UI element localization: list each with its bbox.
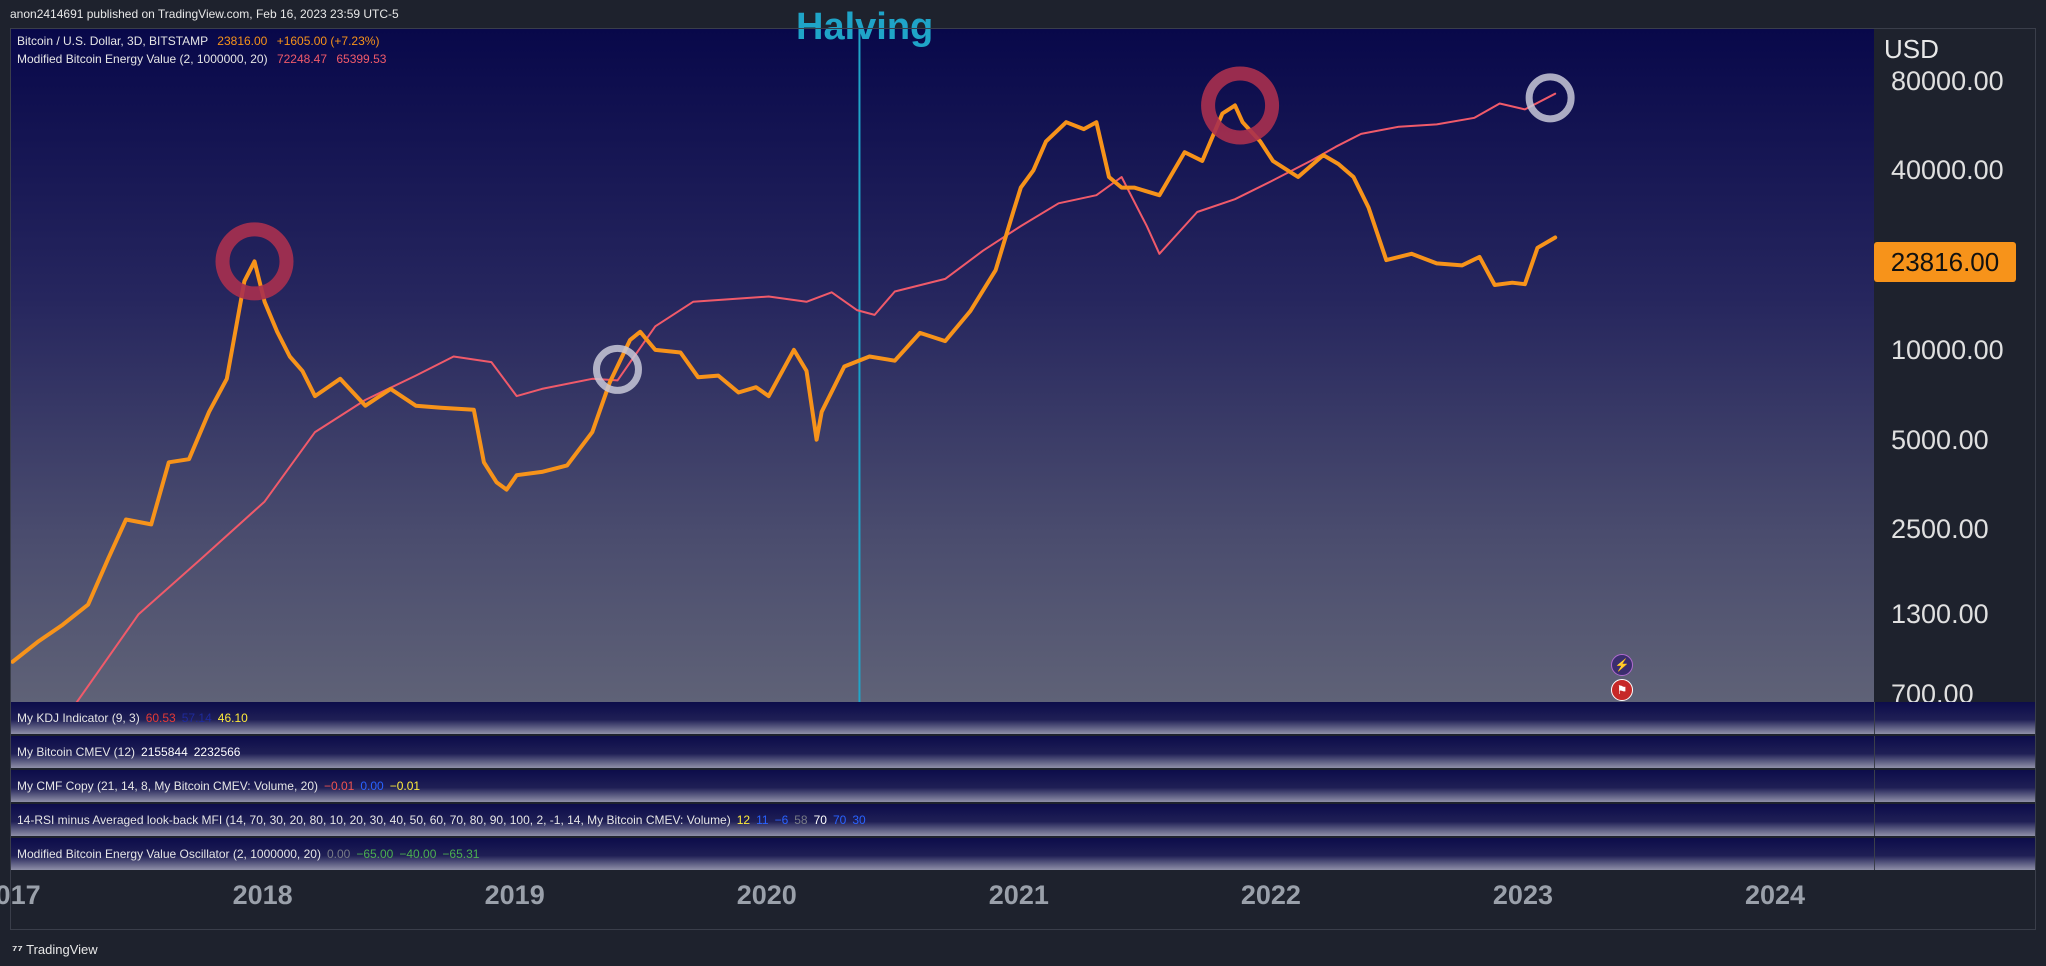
indicator-value: 60.53 <box>145 711 176 725</box>
indicator-value: 58 <box>794 813 808 827</box>
legend-price-change: +1605.00 (+7.23%) <box>276 34 380 48</box>
pane-axis-separator <box>1874 736 1875 768</box>
legend-energy-label: Modified Bitcoin Energy Value (2, 100000… <box>17 52 268 66</box>
price-tick-label: 80000.00 <box>1891 65 2004 96</box>
indicator-pane[interactable]: 14-RSI minus Averaged look-back MFI (14,… <box>10 804 2036 836</box>
tradingview-brand: TradingView <box>26 942 98 957</box>
top-highlight-circle-0 <box>215 222 294 301</box>
time-tick-label: 2021 <box>988 880 1049 910</box>
pane-axis-separator <box>1874 702 1875 734</box>
legend-price-value: 23816.00 <box>217 34 268 48</box>
publish-info: anon2414691 published on TradingView.com… <box>10 7 399 21</box>
price-line <box>10 103 1558 664</box>
last-price-tag: 23816.00 <box>1874 242 2016 282</box>
chart-frame <box>10 28 2036 930</box>
indicator-legend[interactable]: My Bitcoin CMEV (12) 2155844 2232566 <box>17 745 240 759</box>
indicator-label: My CMF Copy (21, 14, 8, My Bitcoin CMEV:… <box>17 779 318 793</box>
legend-price-label: Bitcoin / U.S. Dollar, 3D, BITSTAMP <box>17 34 208 48</box>
indicator-value: −0.01 <box>389 779 421 793</box>
price-tick-label: 10000.00 <box>1891 334 2004 365</box>
indicator-value: 2155844 <box>141 745 188 759</box>
price-tick-label: 5000.00 <box>1891 424 1989 455</box>
lightning-icon[interactable]: ⚡ <box>1611 654 1633 676</box>
indicator-value: 11 <box>756 813 769 827</box>
indicator-value: 70 <box>813 813 827 827</box>
legend-energy[interactable]: Modified Bitcoin Energy Value (2, 100000… <box>17 52 386 66</box>
indicator-legend[interactable]: 14-RSI minus Averaged look-back MFI (14,… <box>17 813 866 827</box>
time-tick-label: 2024 <box>1744 880 1806 910</box>
legend-price[interactable]: Bitcoin / U.S. Dollar, 3D, BITSTAMP 2381… <box>17 34 379 48</box>
time-tick-label: 2022 <box>1240 880 1301 910</box>
price-tick-label: 2500.00 <box>1891 514 1989 545</box>
main-chart-pane[interactable] <box>10 28 1874 702</box>
price-axis[interactable] <box>1874 28 2036 702</box>
indicator-pane[interactable]: My Bitcoin CMEV (12) 2155844 2232566 <box>10 736 2036 768</box>
pane-axis-separator <box>1874 804 1875 836</box>
top-highlight-circle-2 <box>1201 66 1280 145</box>
tradingview-logo[interactable]: ⁷⁷ TradingView <box>12 942 98 957</box>
price-tick-label: 1300.00 <box>1891 599 1989 630</box>
time-tick-label: 2023 <box>1492 880 1553 910</box>
indicator-value: 2232566 <box>193 745 241 759</box>
publish-bar: anon2414691 published on TradingView.com… <box>0 0 2046 28</box>
indicator-value: −65.00 <box>356 847 394 861</box>
us-flag-icon[interactable]: ⚑ <box>1611 679 1633 701</box>
price-tick-label: 40000.00 <box>1891 155 2004 186</box>
bottom-highlight-circle-3 <box>1525 73 1575 123</box>
indicator-legend[interactable]: Modified Bitcoin Energy Value Oscillator… <box>17 847 479 861</box>
currency-label[interactable]: USD <box>1884 34 1939 64</box>
indicator-value: −40.00 <box>399 847 437 861</box>
pane-axis-separator <box>1874 770 1875 802</box>
legend-energy-value-2: 65399.53 <box>336 52 387 66</box>
indicator-label: My KDJ Indicator (9, 3) <box>17 711 140 725</box>
time-tick-label: 2018 <box>232 880 293 910</box>
indicator-value: 70 <box>832 813 847 827</box>
time-tick-label: 2019 <box>484 880 545 910</box>
indicator-label: 14-RSI minus Averaged look-back MFI (14,… <box>17 813 731 827</box>
bottom-highlight-circle-1 <box>592 344 642 394</box>
indicator-legend[interactable]: My KDJ Indicator (9, 3) 60.53 57.14 46.10 <box>17 711 248 725</box>
time-tick-label: 2017 <box>0 880 41 910</box>
indicator-legend[interactable]: My CMF Copy (21, 14, 8, My Bitcoin CMEV:… <box>17 779 420 793</box>
time-tick-label: 2020 <box>736 880 797 910</box>
price-chart[interactable] <box>10 28 1874 702</box>
indicator-pane[interactable]: My KDJ Indicator (9, 3) 60.53 57.14 46.10 <box>10 702 2036 734</box>
pane-axis-separator <box>1874 838 1875 870</box>
indicator-value: 0.00 <box>360 779 384 793</box>
indicator-value: 12 <box>736 813 751 827</box>
indicator-value: 0.00 <box>326 847 351 861</box>
indicator-value: −6 <box>774 813 789 827</box>
halving-label: Halving <box>796 6 934 48</box>
indicator-value: −65.31 <box>442 847 480 861</box>
indicator-label: Modified Bitcoin Energy Value Oscillator… <box>17 847 321 861</box>
indicator-pane[interactable]: Modified Bitcoin Energy Value Oscillator… <box>10 838 2036 870</box>
legend-energy-value-1: 72248.47 <box>276 52 328 66</box>
indicator-pane[interactable]: My CMF Copy (21, 14, 8, My Bitcoin CMEV:… <box>10 770 2036 802</box>
energy-value-line <box>75 92 1557 702</box>
indicator-value: 46.10 <box>217 711 248 725</box>
time-axis[interactable] <box>10 870 2036 930</box>
tradingview-logo-icon: ⁷⁷ <box>12 942 23 957</box>
indicator-value: −0.01 <box>323 779 355 793</box>
footer-bar <box>0 930 2046 966</box>
indicator-value: 30 <box>852 813 866 827</box>
indicator-label: My Bitcoin CMEV (12) <box>17 745 136 759</box>
indicator-value: 57.14 <box>181 711 212 725</box>
